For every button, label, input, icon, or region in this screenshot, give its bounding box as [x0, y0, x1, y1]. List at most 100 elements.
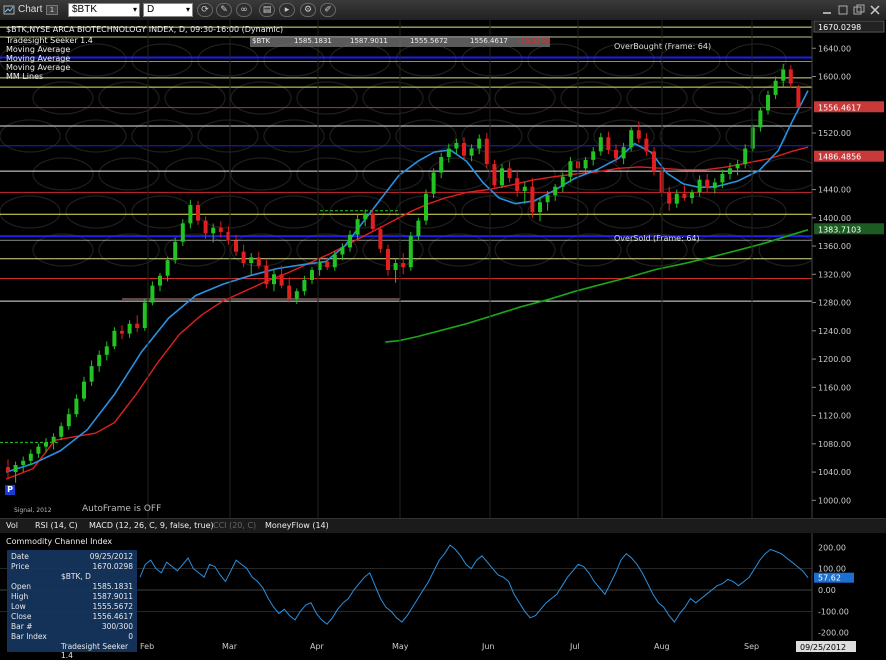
- candle-body: [758, 110, 763, 128]
- tab-macd[interactable]: MACD (12, 26, C, 9, false, true): [89, 521, 214, 530]
- close-icon[interactable]: [868, 3, 882, 17]
- candle-body: [583, 159, 588, 169]
- candle-body: [340, 247, 345, 255]
- price-tick-label: 1160.00: [818, 383, 851, 392]
- candle-body: [256, 257, 261, 266]
- candle-body: [446, 148, 451, 158]
- price-chart-panel[interactable]: 1640.00 1600.00 1520.00 1440.00 1400.00 1360.…: [0, 20, 886, 518]
- draw-tool-icon[interactable]: ✐: [320, 3, 336, 17]
- cci-panel[interactable]: 200.00 100.00 57.62 0.00 -100.00 -200.00 Feb Ma…: [0, 533, 886, 652]
- interval-value: D: [147, 4, 155, 15]
- chevron-down-icon[interactable]: ▾: [132, 5, 137, 14]
- chart-title: $BTK,NYSE ARCA BIOTECHNOLOGY INDEX, D, 0…: [6, 25, 284, 34]
- watermark-ellipse: [626, 81, 688, 115]
- candle-body: [51, 436, 56, 443]
- watermark-ellipse: [527, 43, 589, 77]
- price-tag-label: 1383.7103: [818, 225, 861, 234]
- candle-body: [743, 148, 748, 165]
- watermark-ellipse: [98, 157, 160, 191]
- candle-body: [477, 138, 482, 149]
- cci-tick-label: -100.00: [818, 607, 849, 616]
- candle-body: [112, 330, 117, 347]
- price-tick-label: 1520.00: [818, 129, 851, 138]
- study-label-0[interactable]: Tradesight Seeker 1.4: [6, 36, 93, 45]
- watermark-ellipse: [32, 233, 94, 267]
- candle-body: [629, 130, 634, 148]
- info-row-key: High: [11, 592, 29, 601]
- tab-vol[interactable]: Vol: [6, 521, 18, 530]
- candle-body: [712, 182, 717, 189]
- refresh-icon[interactable]: ⟳: [197, 3, 213, 17]
- watermark-ellipse: [692, 81, 754, 115]
- quote-strip: $BTK 1585.1831 1587.9011 1555.5672 1556.…: [250, 36, 550, 47]
- study-label-1[interactable]: Moving Average: [6, 45, 71, 54]
- settings-icon[interactable]: ⚙: [300, 3, 316, 17]
- maximize-icon[interactable]: [836, 3, 850, 17]
- info-row-value: 0: [128, 632, 133, 641]
- quote-close: 1556.4617: [470, 37, 508, 45]
- candle-body: [173, 241, 178, 261]
- month-label: Apr: [310, 642, 325, 651]
- candle-body: [272, 274, 276, 285]
- watermark-ellipse: [527, 195, 589, 229]
- chart-icon[interactable]: [3, 3, 15, 17]
- study-label-3[interactable]: Moving Average: [6, 63, 71, 72]
- watermark-ellipse: [593, 195, 655, 229]
- candle-body: [606, 137, 611, 150]
- study-label-4[interactable]: MM Lines: [6, 72, 44, 81]
- price-tick-label: 1200.00: [818, 355, 851, 364]
- cci-line: [139, 544, 809, 625]
- restore-icon[interactable]: [852, 3, 866, 17]
- price-tick-label: 1400.00: [818, 214, 851, 223]
- candle-body: [788, 69, 793, 84]
- candle-body: [393, 262, 398, 271]
- candle-body: [462, 142, 466, 156]
- price-chart[interactable]: 1640.00 1600.00 1520.00 1440.00 1400.00 1360.…: [0, 20, 886, 518]
- link-icon[interactable]: ∞: [236, 3, 252, 17]
- candle-body: [469, 148, 474, 156]
- info-row-value: 1587.9011: [92, 592, 133, 601]
- ma-slow-line: [385, 229, 809, 343]
- tab-rsi[interactable]: RSI (14, C): [35, 521, 78, 530]
- price-tag-box: [813, 20, 885, 33]
- watermark-ellipse: [197, 43, 259, 77]
- watermark-ellipse: [32, 157, 94, 191]
- watermark-ellipse: [395, 119, 457, 153]
- watermark-ellipse: [164, 233, 226, 267]
- tab-cci[interactable]: CCI (20, C): [213, 521, 257, 530]
- pencil-icon[interactable]: ✎: [216, 3, 232, 17]
- print-icon[interactable]: ▤: [259, 3, 275, 17]
- watermark-ellipse: [65, 119, 127, 153]
- candle-body: [598, 137, 603, 152]
- info-row-value: 1670.0298: [92, 562, 133, 571]
- p-marker-badge[interactable]: P: [5, 485, 15, 495]
- ma-fast-line: [5, 90, 809, 473]
- watermark-ellipse: [692, 233, 754, 267]
- candle-body: [644, 138, 649, 152]
- month-label: May: [392, 642, 409, 651]
- watermark-ellipse: [65, 43, 127, 77]
- price-tick-label: 1600.00: [818, 73, 851, 82]
- candle-body: [241, 251, 246, 263]
- interval-combo[interactable]: D ▾: [143, 3, 193, 17]
- tab-moneyflow[interactable]: MoneyFlow (14): [265, 521, 329, 530]
- symbol-combo[interactable]: $BTK ▾: [68, 3, 140, 17]
- cci-background: [0, 533, 886, 652]
- candle-body: [545, 195, 550, 203]
- candle-body: [287, 285, 292, 299]
- info-row-key: Bar Index: [11, 632, 47, 641]
- watermark-ellipse: [131, 119, 193, 153]
- month-label: Feb: [140, 642, 154, 651]
- autoframe-label: AutoFrame is OFF: [82, 504, 162, 514]
- candle-body: [82, 381, 86, 399]
- candle-body: [439, 157, 444, 173]
- chevron-down-icon[interactable]: ▾: [185, 5, 190, 14]
- candle-body: [522, 186, 527, 191]
- play-icon[interactable]: ▸: [279, 3, 295, 17]
- month-label: Aug: [654, 642, 670, 651]
- minimize-icon[interactable]: [820, 3, 834, 17]
- price-tick-label: 1080.00: [818, 440, 851, 449]
- study-label-2[interactable]: Moving Average: [6, 54, 71, 63]
- candle-body: [507, 168, 512, 179]
